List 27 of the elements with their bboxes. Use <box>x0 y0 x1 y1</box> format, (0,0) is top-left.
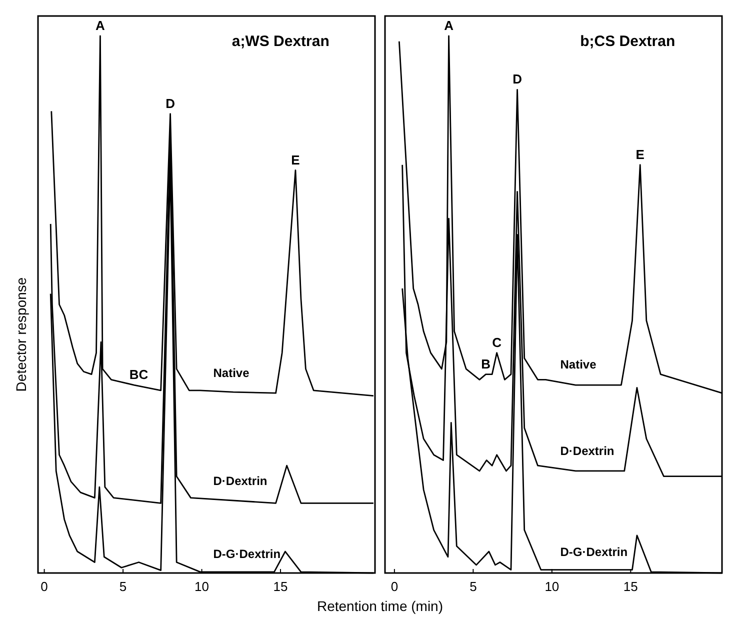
y-axis-title: Detector response <box>13 277 29 392</box>
annotation: A <box>96 18 106 33</box>
chart-title: a;WS Dextran <box>232 33 330 50</box>
x-tick-label: 0 <box>390 579 398 594</box>
annotation: B <box>481 356 490 372</box>
annotation: BC <box>129 367 149 382</box>
x-tick-label: 5 <box>470 579 477 594</box>
x-tick-label: 10 <box>544 579 560 594</box>
x-tick-label: 15 <box>623 579 638 594</box>
annotation: D <box>512 72 522 87</box>
annotation: D <box>166 96 175 111</box>
x-axis-title: Retention time (min) <box>316 598 444 614</box>
series-label: D·Dextrin <box>213 474 268 488</box>
series-label: Native <box>560 357 597 372</box>
series-label: D-G·Dextrin <box>560 544 628 559</box>
x-tick-label: 15 <box>273 579 288 594</box>
series-label: D-G·Dextrin <box>213 546 281 561</box>
annotation: E <box>636 146 645 162</box>
x-tick-label: 5 <box>119 579 127 594</box>
series-label: D·Dextrin <box>560 444 614 458</box>
chart-title: b;CS Dextran <box>580 33 676 50</box>
x-tick-label: 10 <box>194 579 210 594</box>
x-tick-label: 0 <box>40 579 48 594</box>
series-label: Native <box>213 366 250 380</box>
annotation: A <box>444 18 454 33</box>
annotation: C <box>492 334 502 350</box>
annotation: E <box>291 152 300 168</box>
